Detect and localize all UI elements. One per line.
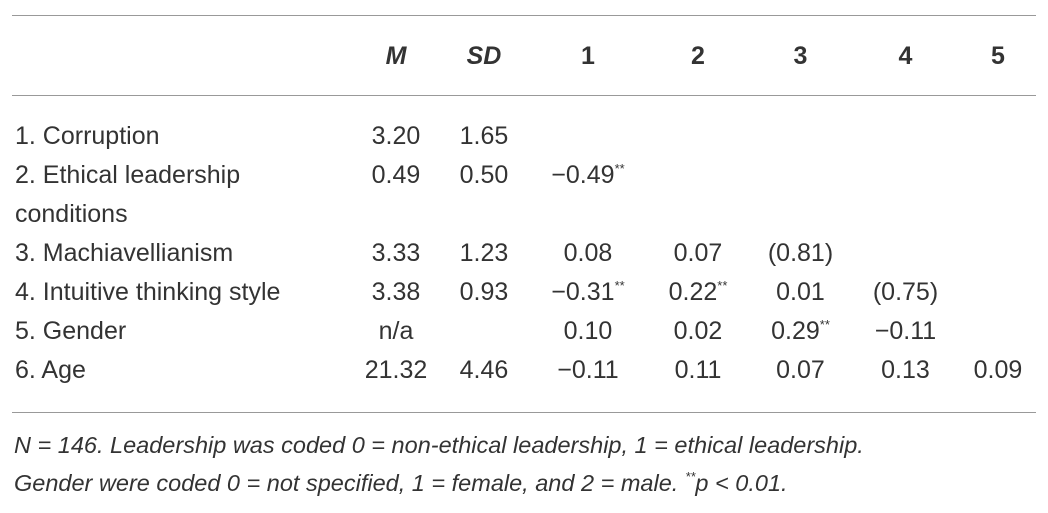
column-header: 5 bbox=[991, 42, 1005, 70]
cell: 0.11 bbox=[674, 356, 722, 384]
cell: (0.75) bbox=[872, 278, 939, 306]
cell: −0.11 bbox=[557, 356, 619, 384]
significance-mark: ** bbox=[819, 317, 830, 332]
table-note: N = 146. Leadership was coded 0 = non-et… bbox=[14, 426, 864, 502]
cell: (0.81) bbox=[767, 239, 834, 267]
empty-cell bbox=[958, 312, 1038, 351]
table-row: 6. Age 21.32 4.46 −0.11 0.11 0.07 0.13 0.09 bbox=[12, 351, 1038, 390]
note-tail: p < 0.01. bbox=[695, 470, 788, 496]
empty-cell bbox=[853, 234, 958, 273]
column-header: 3 bbox=[793, 42, 808, 70]
cell: 0.13 bbox=[881, 356, 930, 384]
cell: 1.65 bbox=[459, 122, 509, 150]
cell: 0.22** bbox=[648, 273, 748, 312]
table-row: 3. Machiavellianism 3.33 1.23 0.08 0.07 (0.81… bbox=[12, 234, 1038, 273]
cell: 0.29** bbox=[748, 312, 853, 351]
note-sup: ** bbox=[685, 469, 696, 484]
header-row: M SD 1 2 3 4 5 bbox=[12, 37, 1038, 76]
cell-value: 0.29 bbox=[771, 317, 820, 345]
row-label: 2. Ethical leadership conditions bbox=[15, 161, 241, 228]
column-header: 4 bbox=[898, 42, 913, 70]
significance-mark: ** bbox=[614, 161, 625, 176]
cell: n/a bbox=[378, 317, 414, 345]
cell: 0.50 bbox=[459, 161, 509, 189]
empty-cell bbox=[648, 117, 748, 156]
cell-value: 0.22 bbox=[668, 278, 718, 306]
cell: 21.32 bbox=[364, 356, 428, 384]
cell: 0.07 bbox=[776, 356, 825, 384]
cell: 0.08 bbox=[563, 239, 613, 267]
empty-cell bbox=[958, 156, 1038, 234]
cell: 3.20 bbox=[371, 122, 421, 150]
significance-mark: ** bbox=[614, 278, 625, 293]
cell: −0.11 bbox=[874, 317, 937, 345]
significance-mark: ** bbox=[717, 278, 728, 293]
empty-cell bbox=[528, 117, 648, 156]
empty-cell bbox=[853, 156, 958, 234]
empty-cell bbox=[958, 273, 1038, 312]
column-header: 2 bbox=[691, 42, 705, 70]
cell-value: −0.49 bbox=[551, 161, 615, 189]
cell: 0.07 bbox=[673, 239, 723, 267]
empty-cell bbox=[440, 312, 528, 351]
cell: 3.38 bbox=[371, 278, 421, 306]
note-line: N = 146. Leadership was coded 0 = non-et… bbox=[14, 426, 864, 464]
cell: 1.23 bbox=[459, 239, 509, 267]
cell: 4.46 bbox=[459, 356, 509, 384]
table-body: 1. Corruption 3.20 1.65 2. Ethical leadersh… bbox=[12, 117, 1038, 390]
cell: 0.10 bbox=[563, 317, 613, 345]
row-label: 6. Age bbox=[15, 356, 86, 384]
cell: 0.02 bbox=[673, 317, 723, 345]
cell: 3.33 bbox=[371, 239, 421, 267]
note-line: Gender were coded 0 = not specified, 1 =… bbox=[14, 464, 864, 502]
header-blank bbox=[12, 37, 352, 76]
note-text: Gender were coded 0 = not specified, 1 =… bbox=[14, 470, 679, 496]
cell: 0.09 bbox=[973, 356, 1023, 384]
row-label: 1. Corruption bbox=[15, 122, 160, 150]
table-row: 1. Corruption 3.20 1.65 bbox=[12, 117, 1038, 156]
empty-cell bbox=[748, 117, 853, 156]
note-text: N = 146. Leadership was coded 0 = non-et… bbox=[14, 432, 864, 458]
empty-cell bbox=[958, 234, 1038, 273]
column-header: 1 bbox=[581, 42, 595, 70]
cell: −0.31** bbox=[528, 273, 648, 312]
table-row: 2. Ethical leadership conditions 0.49 0.50… bbox=[12, 156, 1038, 234]
row-label: 4. Intuitive thinking style bbox=[15, 278, 281, 306]
bottom-rule bbox=[12, 412, 1036, 413]
empty-cell bbox=[853, 117, 958, 156]
cell: 0.49 bbox=[371, 161, 421, 189]
top-rule bbox=[12, 15, 1036, 16]
column-header: SD bbox=[466, 42, 502, 70]
column-header: M bbox=[385, 42, 407, 70]
cell: 0.01 bbox=[776, 278, 825, 306]
empty-cell bbox=[958, 117, 1038, 156]
table-header: M SD 1 2 3 4 5 bbox=[12, 37, 1038, 76]
empty-cell bbox=[648, 156, 748, 234]
table-row: 4. Intuitive thinking style 3.38 0.93 −0.31… bbox=[12, 273, 1038, 312]
cell: 0.93 bbox=[459, 278, 509, 306]
table-row: 5. Gender n/a 0.10 0.02 0.29** −0.11 bbox=[12, 312, 1038, 351]
header-rule bbox=[12, 95, 1036, 96]
cell: −0.49** bbox=[528, 156, 648, 234]
empty-cell bbox=[748, 156, 853, 234]
cell-value: −0.31 bbox=[551, 278, 615, 306]
row-label: 5. Gender bbox=[15, 317, 127, 345]
row-label: 3. Machiavellianism bbox=[15, 239, 234, 267]
